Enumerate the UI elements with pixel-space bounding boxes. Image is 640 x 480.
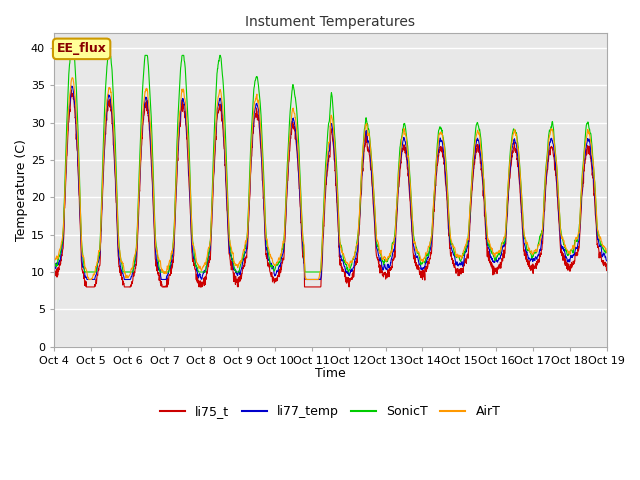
SonicT bbox=[554, 189, 562, 194]
Title: Instument Temperatures: Instument Temperatures bbox=[245, 15, 415, 29]
li77_temp bbox=[570, 252, 577, 258]
SonicT bbox=[67, 52, 74, 58]
Line: SonicT: SonicT bbox=[54, 55, 607, 272]
AirT bbox=[492, 252, 499, 258]
AirT bbox=[359, 151, 367, 157]
AirT bbox=[554, 190, 562, 195]
Y-axis label: Temperature (C): Temperature (C) bbox=[15, 139, 28, 241]
li75_t bbox=[83, 284, 90, 290]
SonicT bbox=[205, 250, 212, 256]
li77_temp bbox=[554, 199, 562, 205]
Text: EE_flux: EE_flux bbox=[57, 42, 107, 55]
Line: li77_temp: li77_temp bbox=[54, 86, 607, 279]
li77_temp bbox=[492, 257, 499, 263]
li77_temp bbox=[50, 269, 58, 275]
li75_t bbox=[347, 276, 355, 282]
li75_t bbox=[492, 269, 499, 275]
li75_t bbox=[67, 87, 75, 93]
AirT bbox=[570, 243, 577, 249]
SonicT bbox=[492, 257, 499, 263]
li77_temp bbox=[205, 253, 212, 259]
li77_temp bbox=[603, 258, 611, 264]
li75_t bbox=[50, 272, 58, 277]
li75_t bbox=[570, 262, 577, 267]
SonicT bbox=[81, 269, 88, 275]
Legend: li75_t, li77_temp, SonicT, AirT: li75_t, li77_temp, SonicT, AirT bbox=[155, 400, 506, 423]
li77_temp bbox=[347, 269, 355, 275]
AirT bbox=[205, 245, 212, 251]
li77_temp bbox=[68, 83, 76, 89]
li77_temp bbox=[359, 160, 367, 166]
AirT bbox=[68, 75, 76, 81]
SonicT bbox=[570, 249, 577, 254]
AirT bbox=[85, 276, 93, 282]
AirT bbox=[50, 259, 58, 264]
li77_temp bbox=[83, 276, 91, 282]
li75_t bbox=[359, 165, 367, 171]
SonicT bbox=[50, 260, 58, 265]
li75_t bbox=[603, 268, 611, 274]
li75_t bbox=[554, 207, 562, 213]
li75_t bbox=[205, 264, 212, 270]
SonicT bbox=[359, 152, 367, 158]
AirT bbox=[603, 249, 611, 255]
AirT bbox=[347, 259, 355, 264]
Line: li75_t: li75_t bbox=[54, 90, 607, 287]
SonicT bbox=[347, 264, 355, 270]
X-axis label: Time: Time bbox=[315, 367, 346, 380]
SonicT bbox=[603, 250, 611, 255]
Line: AirT: AirT bbox=[54, 78, 607, 279]
